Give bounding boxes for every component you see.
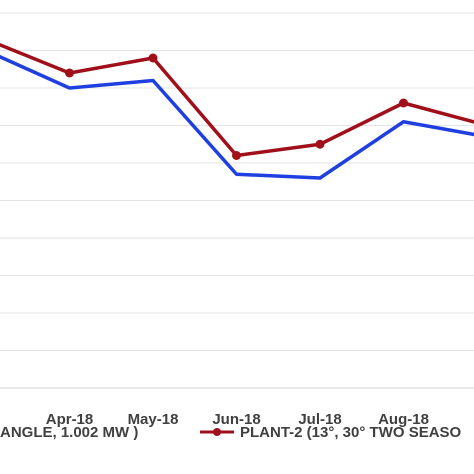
legend: ANGLE, 1.002 MW ) PLANT-2 (13°, 30° TWO … — [0, 424, 462, 441]
legend-label-plant-1: ANGLE, 1.002 MW ) — [0, 424, 138, 441]
legend-marker-plant-2 — [213, 428, 221, 436]
data-point-plant-2 — [148, 53, 158, 63]
gridlines — [0, 12, 474, 351]
x-tick-label: Aug-18 — [378, 411, 429, 428]
series-line-plant-2 — [0, 43, 474, 158]
series-line-plant-1 — [0, 54, 474, 180]
legend-label-plant-2: PLANT-2 (13°, 30° TWO SEASO — [240, 424, 462, 441]
data-point-plant-2 — [399, 98, 408, 108]
data-point-plant-2 — [232, 151, 241, 160]
x-tick-label: Apr-18 — [46, 411, 94, 428]
data-point-plant-2 — [65, 68, 74, 78]
x-tick-label: Jun-18 — [212, 411, 260, 428]
x-tick-label: May-18 — [128, 411, 179, 428]
data-point-plant-2 — [315, 139, 325, 149]
series-layer — [0, 43, 474, 180]
x-tick-label: Jul-18 — [298, 411, 341, 428]
